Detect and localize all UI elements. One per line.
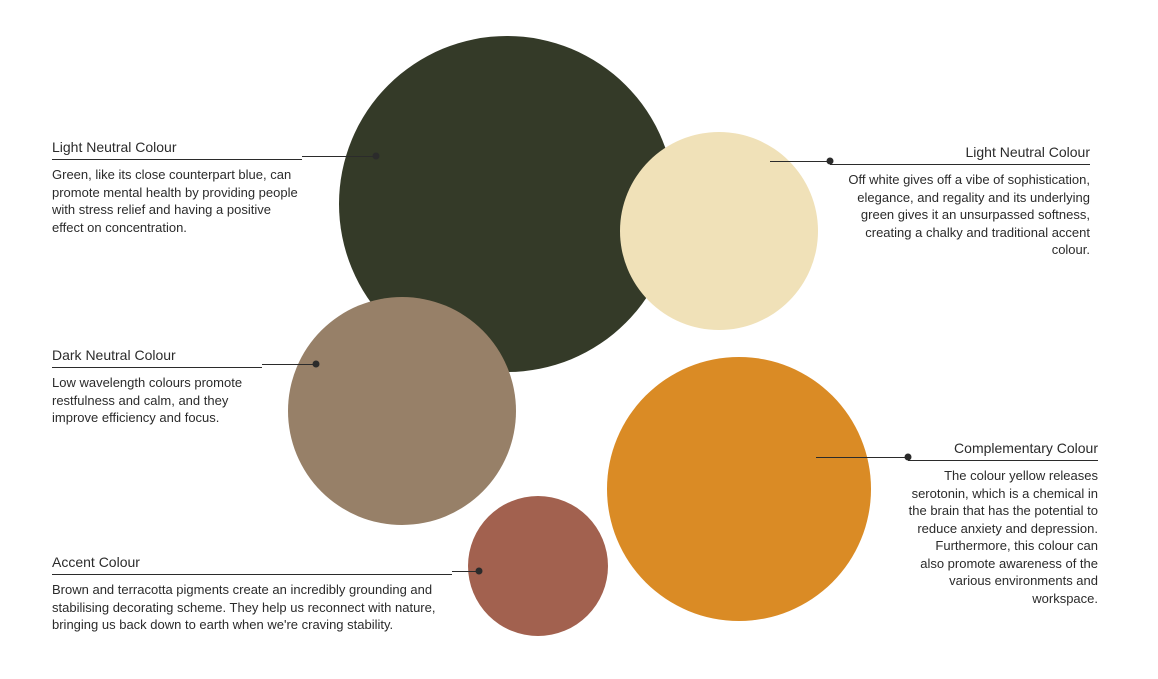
leader-taupe	[262, 364, 316, 365]
label-terracotta: Accent Colour Brown and terracotta pigmen…	[52, 554, 452, 634]
swatch-terracotta	[468, 496, 608, 636]
label-dark_green: Light Neutral Colour Green, like its clos…	[52, 139, 302, 236]
label-desc-dark_green: Green, like its close counterpart blue, …	[52, 166, 302, 236]
leader-dot-mustard	[905, 454, 912, 461]
leader-cream	[770, 161, 830, 162]
label-desc-mustard: The colour yellow releases serotonin, wh…	[908, 467, 1098, 607]
label-title-mustard: Complementary Colour	[908, 440, 1098, 461]
palette-infographic: Light Neutral Colour Green, like its clos…	[0, 0, 1158, 679]
leader-dark_green	[302, 156, 376, 157]
leader-dot-dark_green	[373, 153, 380, 160]
label-desc-terracotta: Brown and terracotta pigments create an …	[52, 581, 452, 634]
label-cream: Light Neutral Colour Off white gives off …	[830, 144, 1090, 259]
label-title-dark_green: Light Neutral Colour	[52, 139, 302, 160]
leader-dot-cream	[827, 158, 834, 165]
label-title-cream: Light Neutral Colour	[830, 144, 1090, 165]
label-mustard: Complementary Colour The colour yellow re…	[908, 440, 1098, 607]
leader-mustard	[816, 457, 908, 458]
leader-dot-terracotta	[476, 568, 483, 575]
label-taupe: Dark Neutral Colour Low wavelength colour…	[52, 347, 262, 427]
swatch-mustard	[607, 357, 871, 621]
label-desc-taupe: Low wavelength colours promote restfulne…	[52, 374, 262, 427]
label-title-terracotta: Accent Colour	[52, 554, 452, 575]
label-desc-cream: Off white gives off a vibe of sophistica…	[830, 171, 1090, 259]
swatch-taupe	[288, 297, 516, 525]
leader-dot-taupe	[313, 361, 320, 368]
label-title-taupe: Dark Neutral Colour	[52, 347, 262, 368]
